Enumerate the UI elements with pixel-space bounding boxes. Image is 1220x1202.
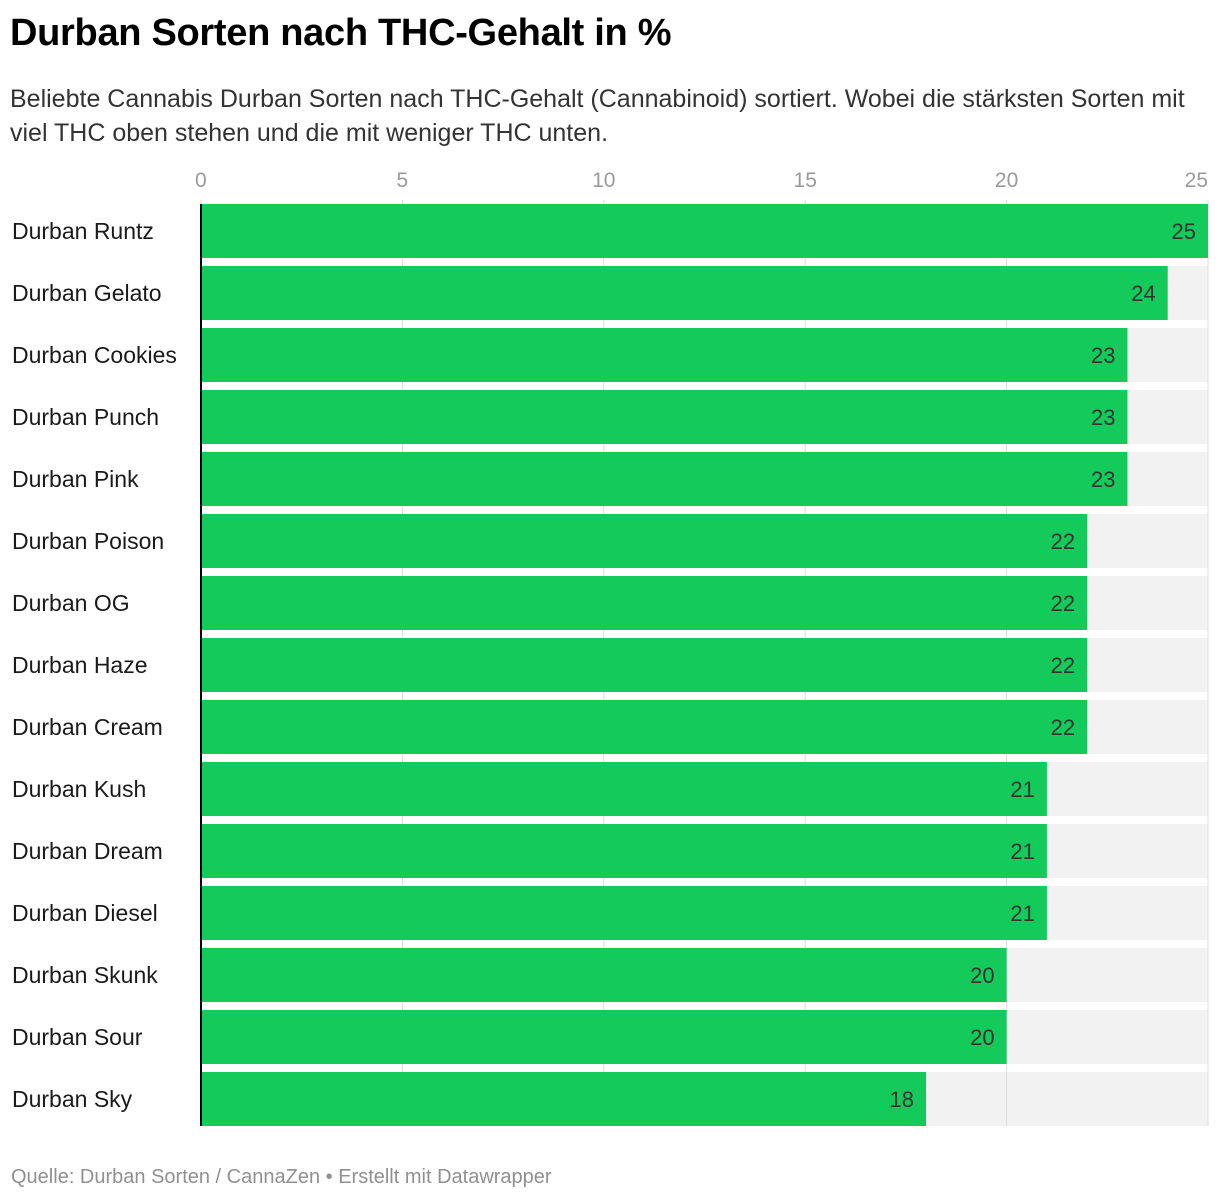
value-label: 18 bbox=[890, 1087, 914, 1112]
bar bbox=[201, 576, 1088, 630]
category-label: Durban Sour bbox=[12, 1024, 143, 1050]
category-label: Durban Punch bbox=[12, 404, 159, 430]
category-label: Durban Skunk bbox=[12, 962, 158, 988]
value-label: 22 bbox=[1051, 529, 1075, 554]
value-label: 22 bbox=[1051, 591, 1075, 616]
category-label: Durban Cream bbox=[12, 714, 163, 740]
bar bbox=[201, 204, 1208, 258]
bars bbox=[201, 204, 1208, 1126]
category-label: Durban Sky bbox=[12, 1086, 133, 1112]
bar bbox=[201, 638, 1088, 692]
category-label: Durban Cookies bbox=[12, 342, 177, 368]
bar bbox=[201, 452, 1128, 506]
value-label: 20 bbox=[970, 963, 994, 988]
x-tick-label: 0 bbox=[195, 169, 207, 192]
value-label: 23 bbox=[1091, 405, 1115, 430]
category-label: Durban OG bbox=[12, 590, 130, 616]
x-tick-label: 25 bbox=[1185, 169, 1208, 192]
value-label: 23 bbox=[1091, 467, 1115, 492]
category-label: Durban Kush bbox=[12, 776, 146, 802]
x-tick-label: 10 bbox=[592, 169, 615, 192]
value-label: 24 bbox=[1131, 281, 1155, 306]
x-tick-label: 5 bbox=[397, 169, 409, 192]
bar bbox=[201, 948, 1007, 1002]
value-label: 23 bbox=[1091, 343, 1115, 368]
bar bbox=[201, 390, 1128, 444]
x-tick-label: 15 bbox=[794, 169, 817, 192]
x-tick-label: 20 bbox=[995, 169, 1018, 192]
bar bbox=[201, 700, 1088, 754]
chart-subtitle: Beliebte Cannabis Durban Sorten nach THC… bbox=[10, 85, 1185, 147]
category-label: Durban Gelato bbox=[12, 280, 162, 306]
bar bbox=[201, 266, 1168, 320]
category-label: Durban Dream bbox=[12, 838, 163, 864]
category-label: Durban Runtz bbox=[12, 218, 154, 244]
chart-title: Durban Sorten nach THC-Gehalt in % bbox=[10, 12, 672, 54]
bar bbox=[201, 762, 1047, 816]
category-label: Durban Diesel bbox=[12, 900, 158, 926]
value-label: 21 bbox=[1010, 839, 1034, 864]
bar bbox=[201, 514, 1088, 568]
bar bbox=[201, 1010, 1007, 1064]
category-label: Durban Haze bbox=[12, 652, 148, 678]
value-label: 22 bbox=[1051, 653, 1075, 678]
x-axis-ticks: 0 5 10 15 20 25 bbox=[195, 169, 1208, 192]
category-label: Durban Poison bbox=[12, 528, 164, 554]
bar bbox=[201, 886, 1047, 940]
value-label: 21 bbox=[1010, 777, 1034, 802]
value-labels: 25 24 23 23 23 22 22 22 22 21 21 21 20 20 18 bbox=[890, 219, 1196, 1112]
bar bbox=[201, 824, 1047, 878]
category-labels: Durban Runtz Durban Gelato Durban Cookies D… bbox=[12, 218, 177, 1112]
source-footer: Quelle: Durban Sorten / CannaZen • Erste… bbox=[11, 1166, 552, 1188]
category-label: Durban Pink bbox=[12, 466, 139, 492]
bar bbox=[201, 1072, 927, 1126]
value-label: 20 bbox=[970, 1025, 994, 1050]
value-label: 21 bbox=[1010, 901, 1034, 926]
value-label: 22 bbox=[1051, 715, 1075, 740]
value-label: 25 bbox=[1172, 219, 1196, 244]
bar bbox=[201, 328, 1128, 382]
